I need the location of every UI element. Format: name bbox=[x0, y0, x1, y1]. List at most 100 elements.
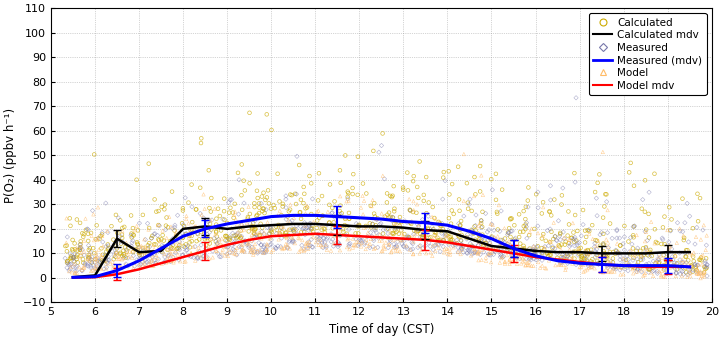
Legend: Calculated, Calculated mdv, Measured, Measured (mdv), Model, Model mdv: Calculated, Calculated mdv, Measured, Me… bbox=[589, 13, 706, 95]
Point bbox=[134, 253, 145, 258]
Point bbox=[174, 245, 185, 250]
Point bbox=[243, 204, 254, 209]
Point bbox=[506, 246, 518, 251]
Point bbox=[150, 242, 161, 247]
Point bbox=[395, 219, 407, 225]
Point bbox=[185, 254, 197, 259]
Point bbox=[473, 231, 484, 236]
Point bbox=[451, 238, 463, 243]
Point bbox=[614, 235, 625, 241]
Point bbox=[556, 202, 568, 207]
Point bbox=[116, 257, 128, 262]
Point bbox=[215, 228, 227, 233]
Point bbox=[552, 218, 564, 223]
Point bbox=[423, 240, 435, 245]
Point bbox=[245, 249, 257, 255]
Point bbox=[316, 193, 328, 199]
Point bbox=[462, 232, 474, 237]
Point bbox=[456, 242, 468, 248]
Point bbox=[485, 241, 497, 247]
Point bbox=[695, 269, 706, 274]
Point bbox=[69, 261, 80, 267]
Point bbox=[231, 245, 243, 251]
Point bbox=[631, 262, 643, 268]
Point bbox=[227, 231, 239, 236]
Point bbox=[272, 171, 283, 176]
Point bbox=[676, 257, 688, 262]
Point bbox=[362, 243, 374, 249]
Point bbox=[529, 248, 540, 254]
Point bbox=[623, 268, 634, 273]
Point bbox=[100, 265, 112, 270]
Point bbox=[283, 218, 294, 223]
Point bbox=[223, 236, 234, 242]
Point bbox=[301, 203, 312, 208]
Point bbox=[606, 264, 617, 270]
Point bbox=[299, 191, 310, 197]
Point bbox=[639, 266, 651, 271]
Point bbox=[598, 253, 609, 258]
Point bbox=[75, 239, 87, 244]
Point bbox=[678, 237, 690, 243]
Point bbox=[121, 247, 132, 253]
Point bbox=[329, 199, 341, 204]
Point bbox=[330, 241, 342, 246]
Point bbox=[204, 205, 215, 211]
Point bbox=[158, 207, 170, 212]
Point bbox=[138, 259, 150, 265]
Point bbox=[367, 221, 378, 227]
Point bbox=[610, 266, 622, 272]
Point bbox=[222, 253, 234, 259]
Point bbox=[111, 249, 122, 255]
Point bbox=[489, 234, 500, 240]
Point bbox=[153, 237, 164, 242]
Point bbox=[335, 203, 346, 208]
Point bbox=[64, 266, 76, 272]
Point bbox=[369, 245, 381, 251]
Point bbox=[615, 243, 626, 248]
Point bbox=[435, 249, 446, 254]
Point bbox=[170, 248, 181, 253]
Point bbox=[488, 252, 500, 257]
Point bbox=[670, 270, 682, 276]
Point bbox=[480, 255, 492, 260]
Point bbox=[568, 239, 580, 244]
Point bbox=[147, 255, 158, 260]
Point bbox=[396, 237, 408, 242]
Point bbox=[531, 253, 542, 258]
Point bbox=[343, 216, 355, 221]
Point bbox=[288, 226, 300, 232]
Point bbox=[95, 257, 106, 262]
Point bbox=[376, 211, 388, 216]
Point bbox=[237, 242, 249, 247]
Point bbox=[307, 234, 319, 240]
Point bbox=[376, 249, 388, 254]
Point bbox=[553, 262, 565, 267]
Point bbox=[529, 249, 540, 254]
Point bbox=[505, 242, 516, 248]
Point bbox=[643, 235, 655, 240]
Point bbox=[586, 260, 598, 266]
Point bbox=[560, 254, 571, 259]
Point bbox=[377, 173, 388, 178]
Point bbox=[385, 230, 396, 235]
Point bbox=[263, 231, 275, 236]
Point bbox=[582, 248, 594, 254]
Point bbox=[385, 214, 396, 220]
Point bbox=[589, 249, 601, 254]
Point bbox=[684, 214, 696, 219]
Point bbox=[270, 231, 282, 236]
Point bbox=[64, 223, 76, 228]
Point bbox=[627, 246, 638, 251]
Point bbox=[258, 250, 270, 255]
Point bbox=[141, 259, 153, 265]
Point bbox=[602, 244, 614, 250]
Point bbox=[111, 230, 123, 236]
Point bbox=[86, 260, 98, 265]
Point bbox=[270, 224, 282, 229]
Point bbox=[616, 262, 628, 268]
Point bbox=[653, 261, 664, 266]
Point bbox=[444, 245, 455, 251]
Point bbox=[284, 219, 296, 225]
Point bbox=[382, 212, 393, 217]
